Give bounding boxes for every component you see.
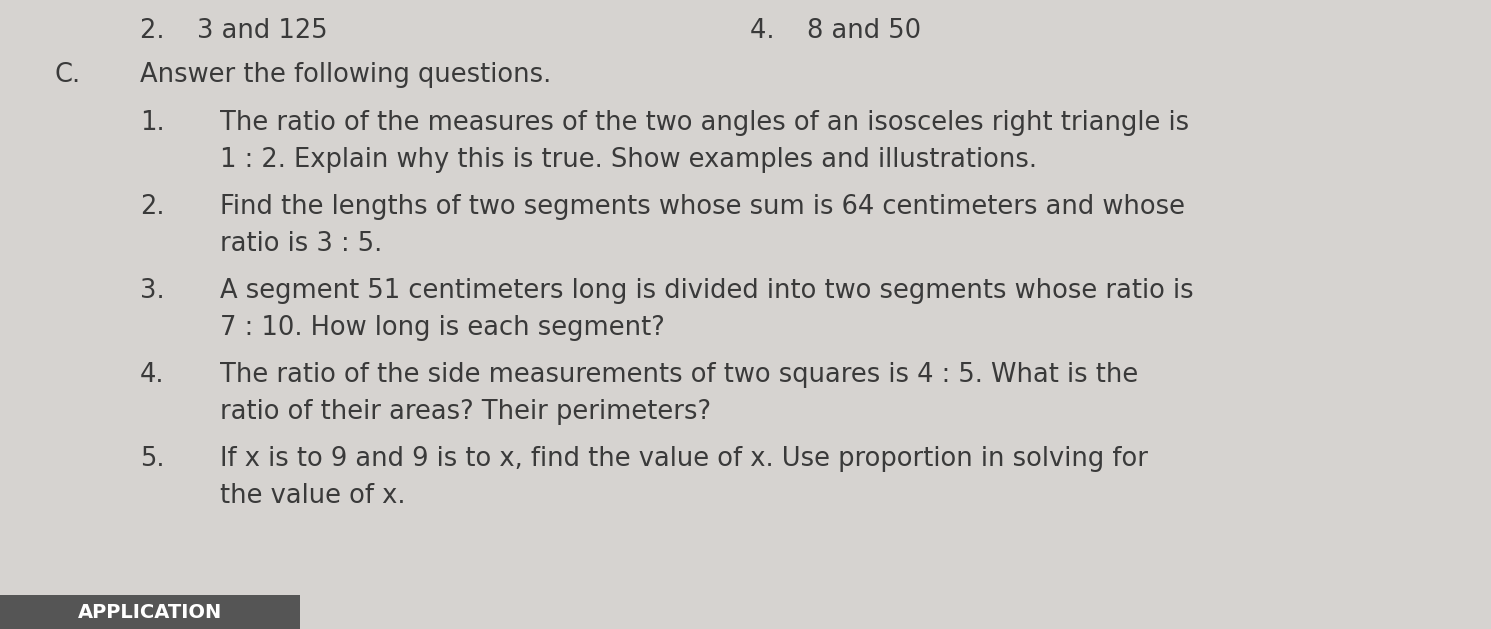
Text: APPLICATION: APPLICATION [78, 603, 222, 621]
Text: 1.: 1. [140, 110, 164, 136]
Text: Answer the following questions.: Answer the following questions. [140, 62, 552, 88]
Text: ratio is 3 : 5.: ratio is 3 : 5. [221, 231, 382, 257]
Text: 4.    8 and 50: 4. 8 and 50 [750, 18, 921, 44]
Text: 7 : 10. How long is each segment?: 7 : 10. How long is each segment? [221, 315, 665, 341]
Text: 1 : 2. Explain why this is true. Show examples and illustrations.: 1 : 2. Explain why this is true. Show ex… [221, 147, 1038, 173]
Text: ratio of their areas? Their perimeters?: ratio of their areas? Their perimeters? [221, 399, 711, 425]
Text: The ratio of the side measurements of two squares is 4 : 5. What is the: The ratio of the side measurements of tw… [221, 362, 1138, 388]
Text: 2.    3 and 125: 2. 3 and 125 [140, 18, 328, 44]
Text: 5.: 5. [140, 446, 164, 472]
Text: Find the lengths of two segments whose sum is 64 centimeters and whose: Find the lengths of two segments whose s… [221, 194, 1185, 220]
Text: If x is to 9 and 9 is to x, find the value of x. Use proportion in solving for: If x is to 9 and 9 is to x, find the val… [221, 446, 1148, 472]
Text: 4.: 4. [140, 362, 164, 388]
Text: the value of x.: the value of x. [221, 483, 406, 509]
Text: C.: C. [55, 62, 81, 88]
Bar [0, 595, 300, 629]
Text: The ratio of the measures of the two angles of an isosceles right triangle is: The ratio of the measures of the two ang… [221, 110, 1190, 136]
Text: A segment 51 centimeters long is divided into two segments whose ratio is: A segment 51 centimeters long is divided… [221, 278, 1194, 304]
Text: 2.: 2. [140, 194, 164, 220]
Text: 3.: 3. [140, 278, 164, 304]
